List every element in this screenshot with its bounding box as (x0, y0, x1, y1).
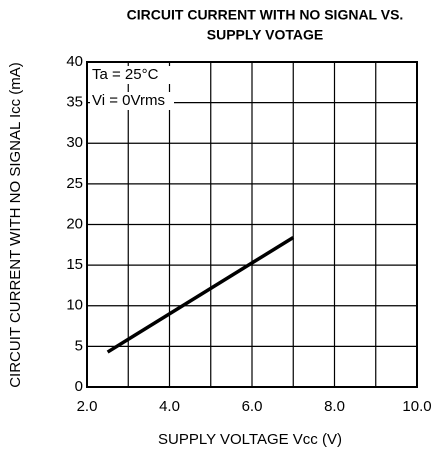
y-tick-label: 0 (75, 378, 83, 395)
chart-title: CIRCUIT CURRENT WITH NO SIGNAL VS. (127, 7, 404, 23)
x-tick-label: 4.0 (159, 398, 180, 415)
chart-title: SUPPLY VOTAGE (207, 27, 323, 43)
x-axis-label: SUPPLY VOLTAGE Vcc (V) (158, 431, 342, 448)
y-tick-label: 40 (66, 53, 83, 70)
y-axis-label: CIRCUIT CURRENT WITH NO SIGNAL Icc (mA) (7, 62, 24, 388)
annotation: Ta = 25°C (92, 66, 159, 83)
y-tick-label: 5 (75, 337, 83, 354)
y-tick-label: 10 (66, 297, 83, 314)
data-line (106, 236, 295, 354)
y-tick-label: 20 (66, 215, 83, 232)
x-tick-label: 6.0 (242, 398, 263, 415)
y-tick-label: 25 (66, 175, 83, 192)
x-tick-label: 8.0 (324, 398, 345, 415)
x-tick-label: 10.0 (402, 398, 431, 415)
y-tick-label: 30 (66, 134, 83, 151)
annotation-bg (90, 66, 174, 84)
annotation-bg (90, 92, 174, 110)
plot-frame (86, 61, 418, 388)
y-tick-label: 15 (66, 256, 83, 273)
y-tick-label: 35 (66, 94, 83, 111)
annotation: Vi = 0Vrms (92, 92, 165, 109)
x-tick-label: 2.0 (77, 398, 98, 415)
